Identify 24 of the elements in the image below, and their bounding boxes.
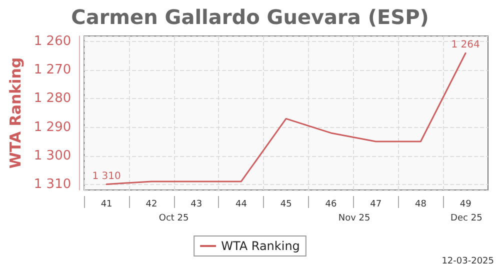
text: Nov 25: [338, 214, 370, 224]
text: Oct 25: [158, 214, 189, 224]
x-tick-label: 48: [414, 200, 427, 210]
text: Dec 25: [450, 214, 482, 224]
x-tick-label: 44: [235, 200, 248, 210]
y-tick-label: 1 260: [34, 34, 72, 50]
x-tick-label: 41: [100, 200, 112, 210]
y-tick-label: 1 290: [34, 120, 72, 135]
y-axis-title: WTA Ranking: [6, 57, 24, 169]
chart-title: Carmen Gallardo Guevara (ESP): [71, 5, 429, 29]
data-label: 1 264: [451, 40, 480, 51]
y-tick-label: 1 300: [34, 148, 72, 164]
y-tick-label: 1 310: [34, 176, 72, 192]
x-tick-label: 43: [190, 200, 202, 210]
y-tick-label: 1 280: [34, 91, 72, 106]
x-tick-label: 46: [325, 200, 337, 210]
legend-label: WTA Ranking: [221, 239, 300, 253]
text: 12-03-2025: [442, 256, 494, 266]
data-label: 1 310: [92, 170, 121, 182]
x-tick-label: 49: [460, 200, 472, 210]
x-tick-label: 47: [370, 200, 382, 210]
x-tick-label: 42: [146, 200, 158, 210]
x-tick-label: 45: [280, 200, 292, 210]
y-tick-label: 1 270: [34, 62, 72, 78]
